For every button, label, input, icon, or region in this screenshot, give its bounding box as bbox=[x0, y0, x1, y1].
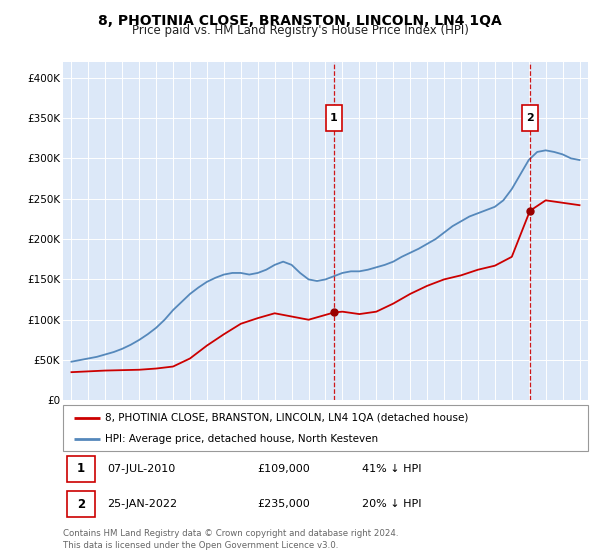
Text: 1: 1 bbox=[77, 463, 85, 475]
Text: HPI: Average price, detached house, North Kesteven: HPI: Average price, detached house, Nort… bbox=[105, 435, 378, 444]
Text: £235,000: £235,000 bbox=[257, 499, 310, 509]
Text: Price paid vs. HM Land Registry's House Price Index (HPI): Price paid vs. HM Land Registry's House … bbox=[131, 24, 469, 37]
Text: 8, PHOTINIA CLOSE, BRANSTON, LINCOLN, LN4 1QA: 8, PHOTINIA CLOSE, BRANSTON, LINCOLN, LN… bbox=[98, 14, 502, 28]
Text: 20% ↓ HPI: 20% ↓ HPI bbox=[362, 499, 422, 509]
Text: 1: 1 bbox=[330, 113, 338, 123]
Text: 8, PHOTINIA CLOSE, BRANSTON, LINCOLN, LN4 1QA (detached house): 8, PHOTINIA CLOSE, BRANSTON, LINCOLN, LN… bbox=[105, 413, 469, 423]
Text: 25-JAN-2022: 25-JAN-2022 bbox=[107, 499, 178, 509]
Text: 2: 2 bbox=[77, 497, 85, 511]
FancyBboxPatch shape bbox=[63, 405, 588, 451]
Text: 41% ↓ HPI: 41% ↓ HPI bbox=[362, 464, 422, 474]
FancyBboxPatch shape bbox=[67, 491, 95, 517]
Text: 07-JUL-2010: 07-JUL-2010 bbox=[107, 464, 176, 474]
Text: £109,000: £109,000 bbox=[257, 464, 310, 474]
Text: Contains HM Land Registry data © Crown copyright and database right 2024.
This d: Contains HM Land Registry data © Crown c… bbox=[63, 529, 398, 550]
FancyBboxPatch shape bbox=[326, 105, 341, 131]
FancyBboxPatch shape bbox=[522, 105, 538, 131]
Text: 2: 2 bbox=[526, 113, 534, 123]
FancyBboxPatch shape bbox=[67, 456, 95, 482]
